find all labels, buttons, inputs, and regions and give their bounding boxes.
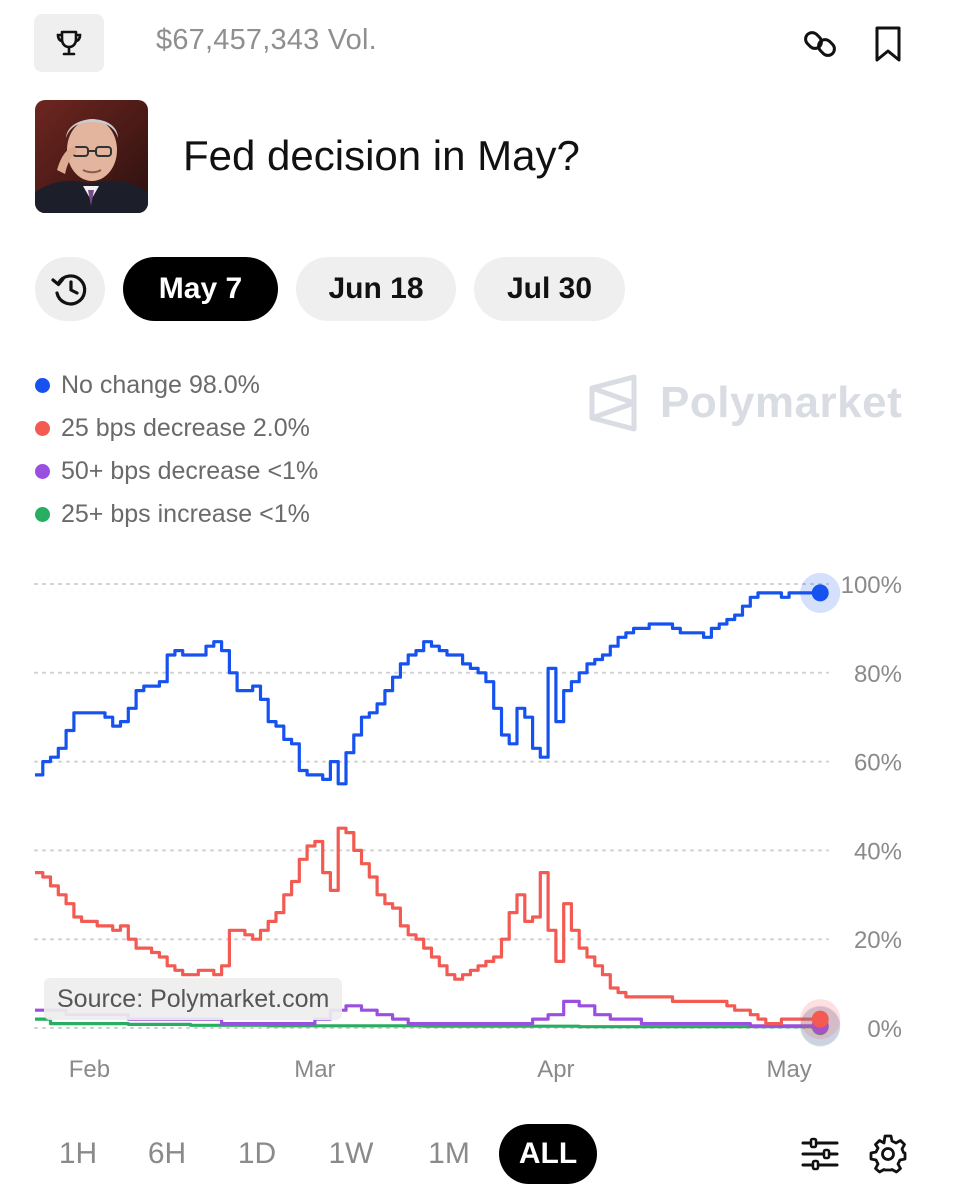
series-end-dot — [811, 584, 829, 602]
legend-item-25bps-decrease: 25 bps decrease 2.0% — [35, 407, 318, 450]
x-tick-label: Apr — [537, 1056, 574, 1083]
series-line-25-bps-decrease — [35, 826, 821, 1026]
legend-label: 50+ bps decrease — [61, 457, 261, 485]
legend-item-no-change: No change 98.0% — [35, 364, 318, 407]
timeframe-1h[interactable]: 1H — [58, 1137, 98, 1170]
timeframe-6h[interactable]: 6H — [147, 1137, 187, 1170]
series-line-50-bps-decrease — [35, 999, 821, 1028]
history-button[interactable] — [35, 257, 105, 321]
legend-dot — [35, 378, 50, 393]
x-tick-label: Mar — [294, 1056, 335, 1083]
legend-dot — [35, 464, 50, 479]
tab-jul-30[interactable]: Jul 30 — [474, 257, 625, 321]
timeframe-all[interactable]: ALL — [499, 1124, 597, 1184]
bookmark-icon — [875, 26, 901, 62]
legend-item-50bps-decrease: 50+ bps decrease <1% — [35, 450, 318, 493]
tab-may-7[interactable]: May 7 — [123, 257, 278, 321]
legend-value: <1% — [267, 457, 319, 485]
series-end-dot — [811, 1010, 829, 1028]
sliders-icon — [801, 1137, 839, 1171]
link-icon — [804, 31, 836, 57]
gear-icon — [869, 1134, 907, 1174]
y-tick-label: 60% — [854, 750, 902, 777]
x-tick-label: May — [766, 1056, 811, 1083]
legend-label: 25+ bps increase — [61, 500, 253, 528]
legend-dot — [35, 421, 50, 436]
legend-value: <1% — [259, 500, 310, 528]
y-tick-label: 20% — [854, 927, 902, 954]
y-tick-label: 40% — [854, 838, 902, 865]
series-line-25-bps-increase — [35, 1017, 821, 1029]
trophy-icon — [56, 30, 82, 56]
chart-legend: No change 98.0% 25 bps decrease 2.0% 50+ b… — [35, 364, 318, 536]
volume-text: $67,457,343 Vol. — [156, 24, 377, 56]
market-avatar — [35, 100, 148, 213]
copy-link-button[interactable] — [798, 22, 842, 66]
tab-jun-18[interactable]: Jun 18 — [296, 257, 456, 321]
source-label: Source: Polymarket.com — [44, 978, 343, 1020]
polymarket-logo-icon — [589, 374, 637, 432]
series-line-no-change — [35, 591, 821, 786]
legend-value: 98.0% — [188, 371, 260, 399]
legend-label: No change — [61, 371, 182, 399]
timeframe-1m[interactable]: 1M — [428, 1137, 470, 1170]
legend-item-25bps-increase: 25+ bps increase <1% — [35, 493, 318, 536]
timeframe-1w[interactable]: 1W — [328, 1137, 374, 1170]
history-icon — [51, 274, 87, 306]
watermark-text: Polymarket — [660, 378, 903, 427]
trophy-button[interactable] — [34, 14, 104, 72]
x-tick-label: Feb — [69, 1056, 110, 1083]
chart-settings-button[interactable] — [866, 1132, 910, 1176]
price-chart[interactable]: 100% 80% 60% 40% 20% 0% Feb Mar Apr May — [0, 560, 954, 1100]
legend-dot — [35, 507, 50, 522]
polymarket-watermark: Polymarket — [588, 374, 902, 432]
legend-label: 25 bps decrease — [61, 414, 246, 442]
chart-filter-button[interactable] — [798, 1132, 842, 1176]
market-title: Fed decision in May? — [183, 132, 580, 179]
y-tick-label: 0% — [867, 1016, 902, 1043]
y-tick-label: 100% — [841, 572, 902, 599]
bookmark-button[interactable] — [866, 22, 910, 66]
y-tick-label: 80% — [854, 661, 902, 688]
timeframe-1d[interactable]: 1D — [237, 1137, 277, 1170]
legend-value: 2.0% — [252, 414, 310, 442]
